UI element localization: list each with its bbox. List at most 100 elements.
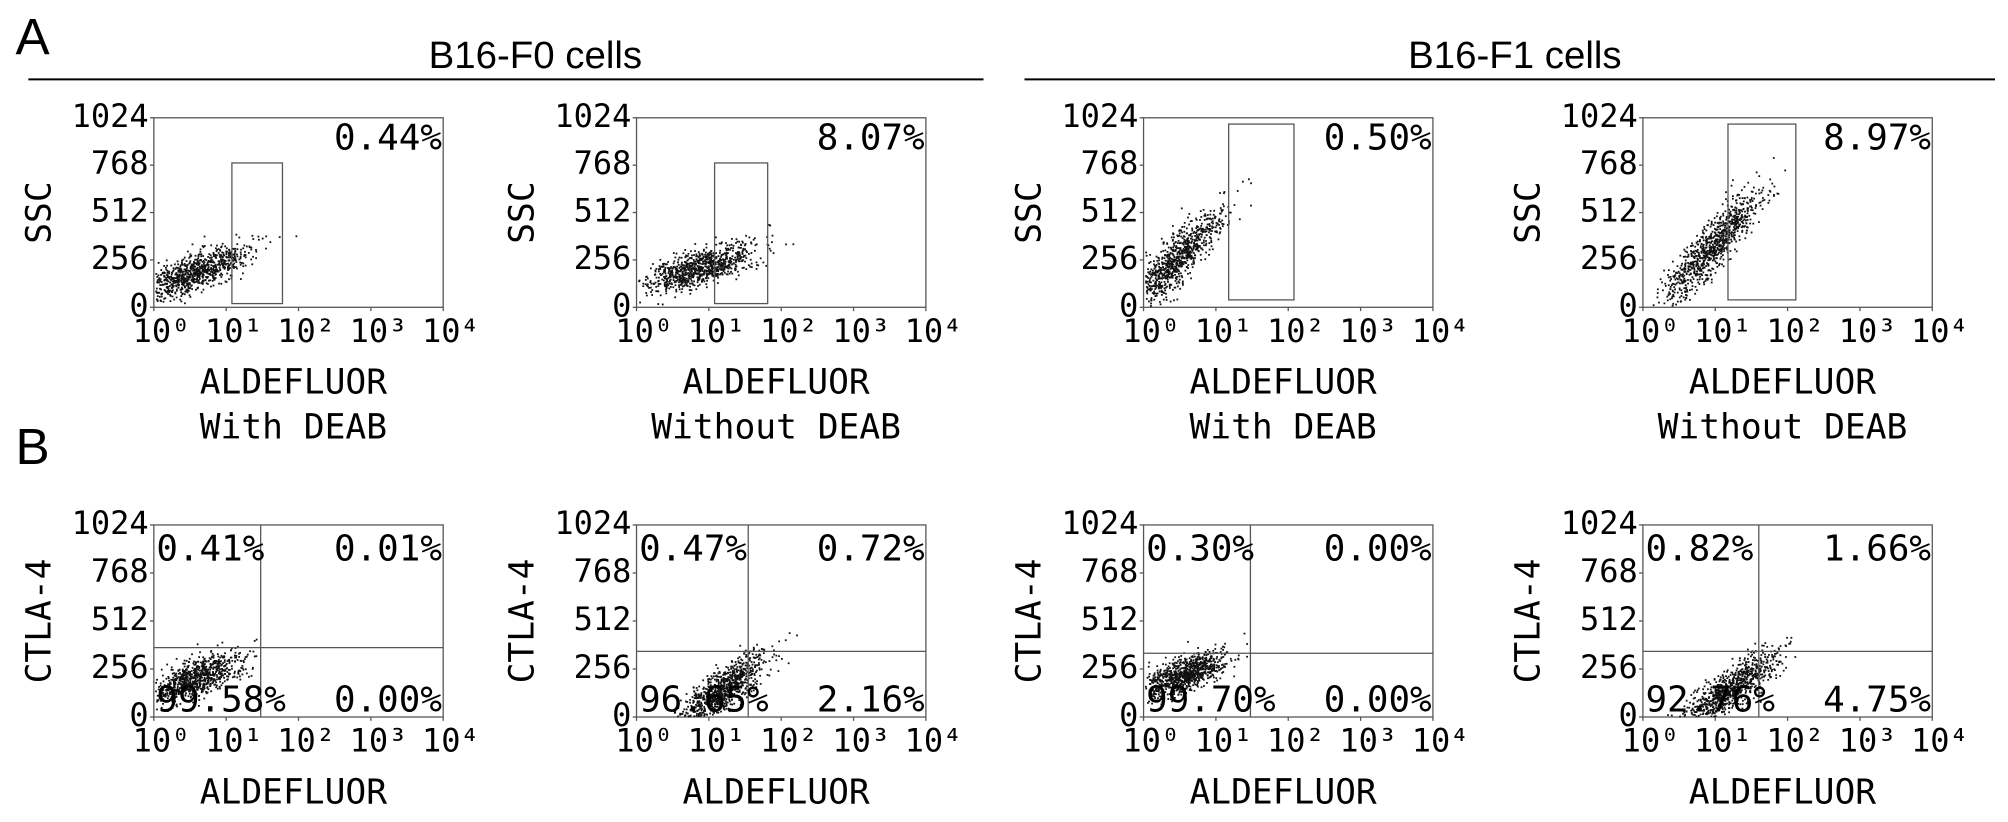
event-dot <box>1763 199 1766 201</box>
event-dot <box>169 688 171 691</box>
event-dot <box>202 270 205 273</box>
event-dot <box>207 668 210 671</box>
event-dot <box>762 261 765 264</box>
event-dot <box>732 688 735 691</box>
event-dot <box>1721 230 1724 233</box>
event-dot <box>676 276 679 278</box>
event-dot <box>1696 248 1699 251</box>
event-dot <box>691 282 694 285</box>
event-dot <box>212 678 214 681</box>
event-dot <box>1716 228 1719 231</box>
event-dot <box>1739 223 1742 226</box>
event-dot <box>1711 252 1714 255</box>
event-dot <box>186 684 189 687</box>
event-dot <box>156 694 159 697</box>
event-dot <box>717 261 720 264</box>
event-dot <box>722 261 725 264</box>
event-dot <box>1195 233 1198 236</box>
event-dot <box>1156 284 1158 287</box>
y-tick-label: 768 <box>574 144 632 182</box>
event-dot <box>1182 235 1185 238</box>
event-dot <box>678 281 680 284</box>
event-dot <box>1741 216 1744 219</box>
event-dot <box>717 711 720 714</box>
event-dot <box>666 267 669 269</box>
event-dot <box>1726 248 1729 251</box>
event-dot <box>693 272 696 274</box>
event-dot <box>1189 272 1191 274</box>
x-tick-label: 10² <box>277 312 335 350</box>
event-dot <box>189 253 192 256</box>
event-dot <box>1204 258 1207 261</box>
event-dot <box>189 696 192 699</box>
event-dot <box>206 686 209 688</box>
event-dot <box>717 709 720 711</box>
event-dot <box>212 661 215 664</box>
event-dot <box>191 267 194 270</box>
event-dot <box>740 256 743 258</box>
event-dot <box>1741 203 1744 205</box>
event-dot <box>180 300 183 303</box>
event-dot <box>198 704 200 707</box>
event-dot <box>1710 278 1713 281</box>
event-dot <box>683 277 686 279</box>
event-dot <box>650 282 653 285</box>
event-dot <box>1166 264 1169 267</box>
event-dot <box>732 672 735 675</box>
event-dot <box>725 704 728 707</box>
event-dot <box>240 262 243 264</box>
event-dot <box>160 699 162 702</box>
event-dot <box>224 652 226 655</box>
event-dot <box>708 269 711 272</box>
event-dot <box>1669 279 1672 282</box>
event-dot <box>248 246 251 249</box>
percent-annotation: 0.50% <box>1324 118 1432 159</box>
event-dot <box>1730 220 1733 223</box>
event-dot <box>680 283 683 286</box>
event-dot <box>702 266 704 269</box>
event-dot <box>690 270 693 273</box>
event-dot <box>727 666 729 669</box>
event-dot <box>1736 194 1739 197</box>
event-dot <box>742 662 745 665</box>
event-dot <box>223 261 226 264</box>
event-dot <box>669 273 672 276</box>
event-dot <box>715 273 718 276</box>
event-dot <box>1706 278 1709 281</box>
event-dot <box>242 247 245 250</box>
event-dot <box>1724 229 1727 232</box>
event-dot <box>191 692 193 695</box>
event-dot <box>201 676 203 679</box>
event-dot <box>240 253 242 256</box>
event-dot <box>697 261 700 264</box>
event-dot <box>699 267 702 269</box>
event-dot <box>163 271 165 274</box>
event-dot <box>1735 223 1737 225</box>
event-dot <box>657 290 659 293</box>
event-dot <box>1197 225 1199 228</box>
event-dot <box>197 280 200 283</box>
event-dot <box>158 295 161 298</box>
event-dot <box>719 249 722 252</box>
event-dot <box>189 681 192 683</box>
event-dot <box>1697 281 1700 284</box>
event-dot <box>170 283 173 286</box>
event-dot <box>717 273 719 275</box>
event-dot <box>725 672 728 675</box>
event-dot <box>1172 246 1175 249</box>
event-dot <box>1725 191 1727 194</box>
event-dot <box>701 270 704 272</box>
event-dot <box>1740 209 1743 212</box>
event-dot <box>209 682 212 685</box>
event-dot <box>244 668 247 671</box>
event-dot <box>714 274 717 277</box>
event-dot <box>1658 301 1660 304</box>
event-dot <box>1195 239 1198 242</box>
event-dot <box>1723 250 1726 253</box>
event-dot <box>678 273 681 276</box>
event-dot <box>726 244 729 247</box>
event-dot <box>744 681 747 684</box>
event-dot <box>750 266 753 269</box>
event-dot <box>162 689 165 691</box>
percent-annotation: 0.01% <box>334 529 442 570</box>
